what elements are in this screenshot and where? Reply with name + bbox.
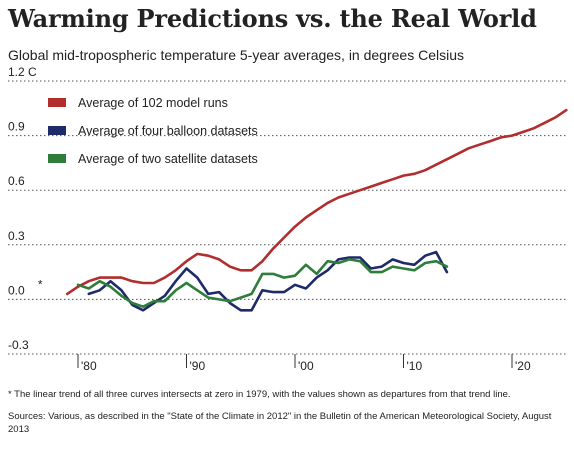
series-line-1 [65,108,568,296]
series-line-3 [76,258,449,309]
footnote: * The linear trend of all three curves i… [8,389,511,400]
legend-swatch [48,98,66,107]
legend-label: Average of four balloon datasets [78,124,258,138]
legend-label: Average of two satellite datasets [78,152,258,166]
start-marker: * [38,277,43,291]
x-tick-label: '00 [298,359,314,373]
line-chart: 1.2 C 0.9 0.6 0.3 0.0 -0.3 '80 '90 '00 '10 '20 * Av… [8,65,568,373]
y-tick-label: 0.3 [8,229,25,243]
y-tick-label: -0.3 [8,338,29,352]
chart-title: Warming Predictions vs. the Real World [8,4,537,33]
sources-note: Sources: Various, as described in the "S… [8,411,552,435]
y-tick-label: 0.6 [8,174,25,188]
legend-swatch [48,126,66,135]
legend-swatch [48,154,66,163]
y-tick-label: 0.9 [8,120,25,134]
chart-subtitle: Global mid-tropospheric temperature 5-ye… [8,47,464,63]
y-tick-label: 1.2 C [8,65,37,79]
y-tick-label: 0.0 [8,283,25,297]
x-tick-label: '80 [81,359,97,373]
x-tick-label: '10 [407,359,423,373]
legend-label: Average of 102 model runs [78,96,228,110]
series-line-2 [87,250,449,312]
series-lines [65,108,568,312]
x-tick-label: '90 [190,359,206,373]
axis-labels: 1.2 C 0.9 0.6 0.3 0.0 -0.3 '80 '90 '00 '10 '20 * [8,65,531,373]
legend: Average of 102 model runs Average of four… [48,96,258,166]
x-tick-label: '20 [515,359,531,373]
grid-lines [8,80,566,355]
